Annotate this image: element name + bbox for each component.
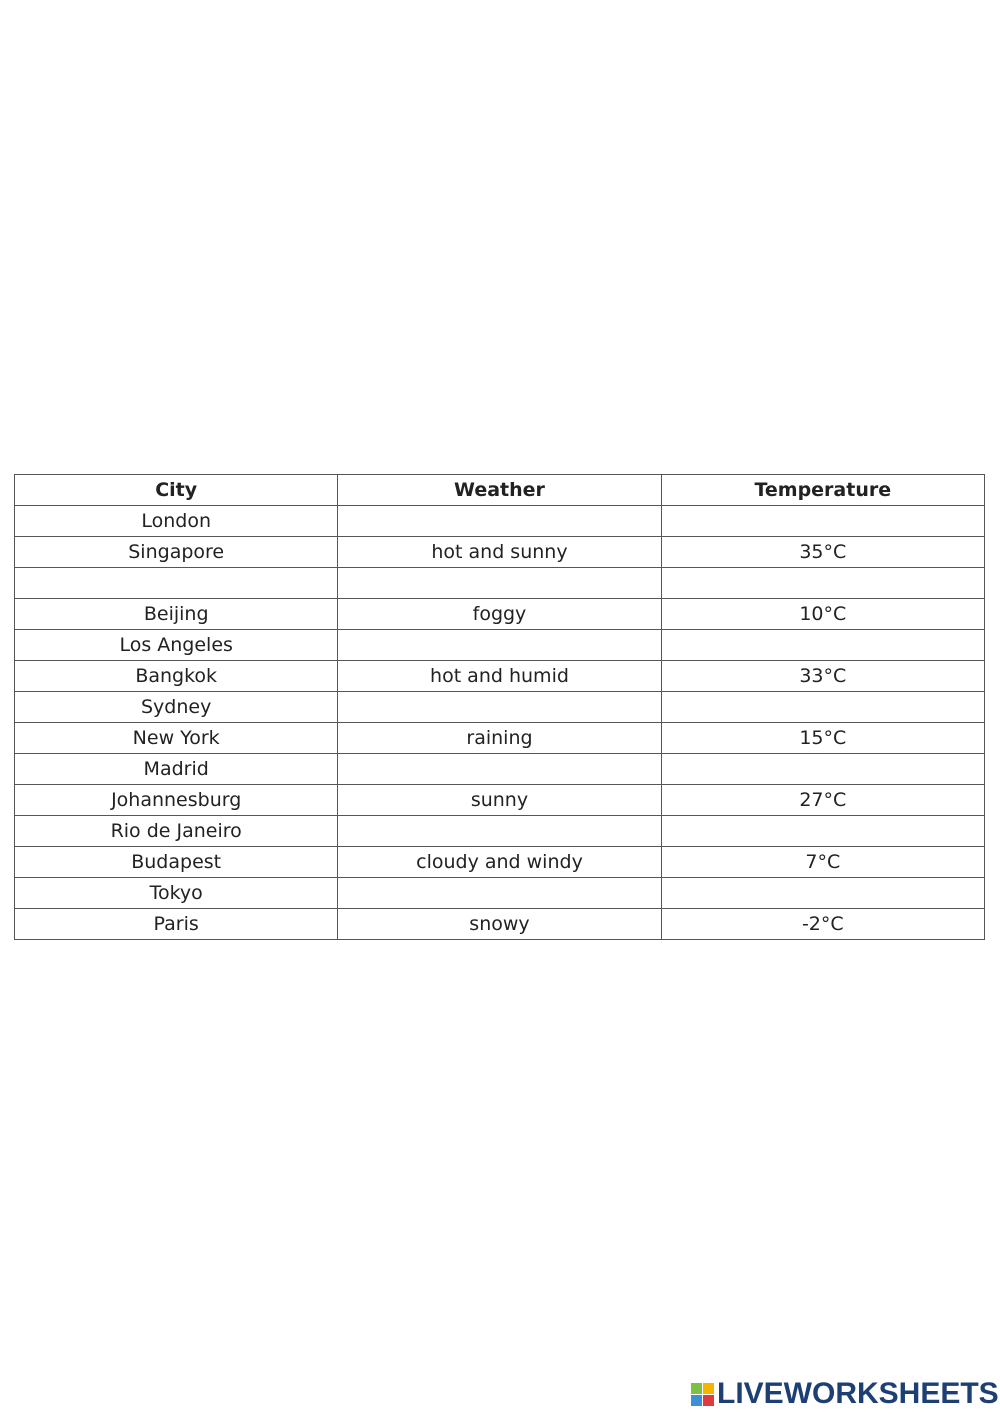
- city-cell: Bangkok: [13, 660, 339, 692]
- temperature-cell: -2°C: [660, 908, 986, 940]
- weather-cell: [337, 691, 662, 723]
- temperature-cell: 7°C: [660, 846, 986, 878]
- temperature-cell: 35°C: [660, 536, 986, 568]
- table-row: New York raining 15°C: [13, 722, 986, 754]
- table-header-row: City Weather Temperature: [13, 474, 986, 506]
- weather-cell: foggy: [337, 598, 662, 630]
- temperature-cell: [660, 629, 986, 661]
- live-blocks-icon: [691, 1382, 714, 1406]
- weather-cell: [337, 877, 662, 909]
- temperature-cell: [660, 691, 986, 723]
- city-cell: Budapest: [13, 846, 339, 878]
- table-row: Singapore hot and sunny 35°C: [13, 536, 986, 568]
- weather-cell: hot and humid: [337, 660, 662, 692]
- table-row: Madrid: [13, 753, 986, 785]
- table-row: Paris snowy -2°C: [13, 908, 986, 940]
- table-row: Los Angeles: [13, 629, 986, 661]
- city-cell: Los Angeles: [13, 629, 339, 661]
- city-cell: Rio de Janeiro: [13, 815, 339, 847]
- weather-cell: hot and sunny: [337, 536, 662, 568]
- city-cell: New York: [13, 722, 339, 754]
- city-cell: Paris: [13, 908, 339, 940]
- weather-cell: [337, 567, 662, 599]
- city-cell: Beijing: [13, 598, 339, 630]
- liveworksheets-logo: LIVEWORKSHEETS: [691, 1377, 999, 1411]
- city-cell: Tokyo: [13, 877, 339, 909]
- temperature-cell: [660, 567, 986, 599]
- table-row: Beijing foggy 10°C: [13, 598, 986, 630]
- table-row: Bangkok hot and humid 33°C: [13, 660, 986, 692]
- temperature-cell: [660, 877, 986, 909]
- city-cell: Johannesburg: [13, 784, 339, 816]
- city-cell: Sydney: [13, 691, 339, 723]
- header-weather: Weather: [337, 474, 662, 506]
- weather-cell: raining: [337, 722, 662, 754]
- weather-cell: [337, 753, 662, 785]
- table-row: London: [13, 505, 986, 537]
- weather-cell: sunny: [337, 784, 662, 816]
- temperature-cell: 27°C: [660, 784, 986, 816]
- weather-cell: [337, 505, 662, 537]
- temperature-cell: [660, 753, 986, 785]
- header-city: City: [13, 474, 339, 506]
- table-row: Tokyo: [13, 877, 986, 909]
- temperature-cell: [660, 815, 986, 847]
- table-row: [13, 567, 986, 599]
- city-cell: [13, 567, 339, 599]
- weather-cell: snowy: [337, 908, 662, 940]
- header-temperature: Temperature: [660, 474, 986, 506]
- temperature-cell: [660, 505, 986, 537]
- temperature-cell: 15°C: [660, 722, 986, 754]
- temperature-cell: 33°C: [660, 660, 986, 692]
- table-row: Johannesburg sunny 27°C: [13, 784, 986, 816]
- weather-cell: cloudy and windy: [337, 846, 662, 878]
- weather-table: City Weather Temperature London Singapore…: [13, 474, 986, 940]
- table-row: Sydney: [13, 691, 986, 723]
- table-row: Budapest cloudy and windy 7°C: [13, 846, 986, 878]
- city-cell: London: [13, 505, 339, 537]
- table-row: Rio de Janeiro: [13, 815, 986, 847]
- temperature-cell: 10°C: [660, 598, 986, 630]
- logo-text: LIVEWORKSHEETS: [717, 1377, 999, 1410]
- city-cell: Madrid: [13, 753, 339, 785]
- city-cell: Singapore: [13, 536, 339, 568]
- weather-cell: [337, 815, 662, 847]
- weather-cell: [337, 629, 662, 661]
